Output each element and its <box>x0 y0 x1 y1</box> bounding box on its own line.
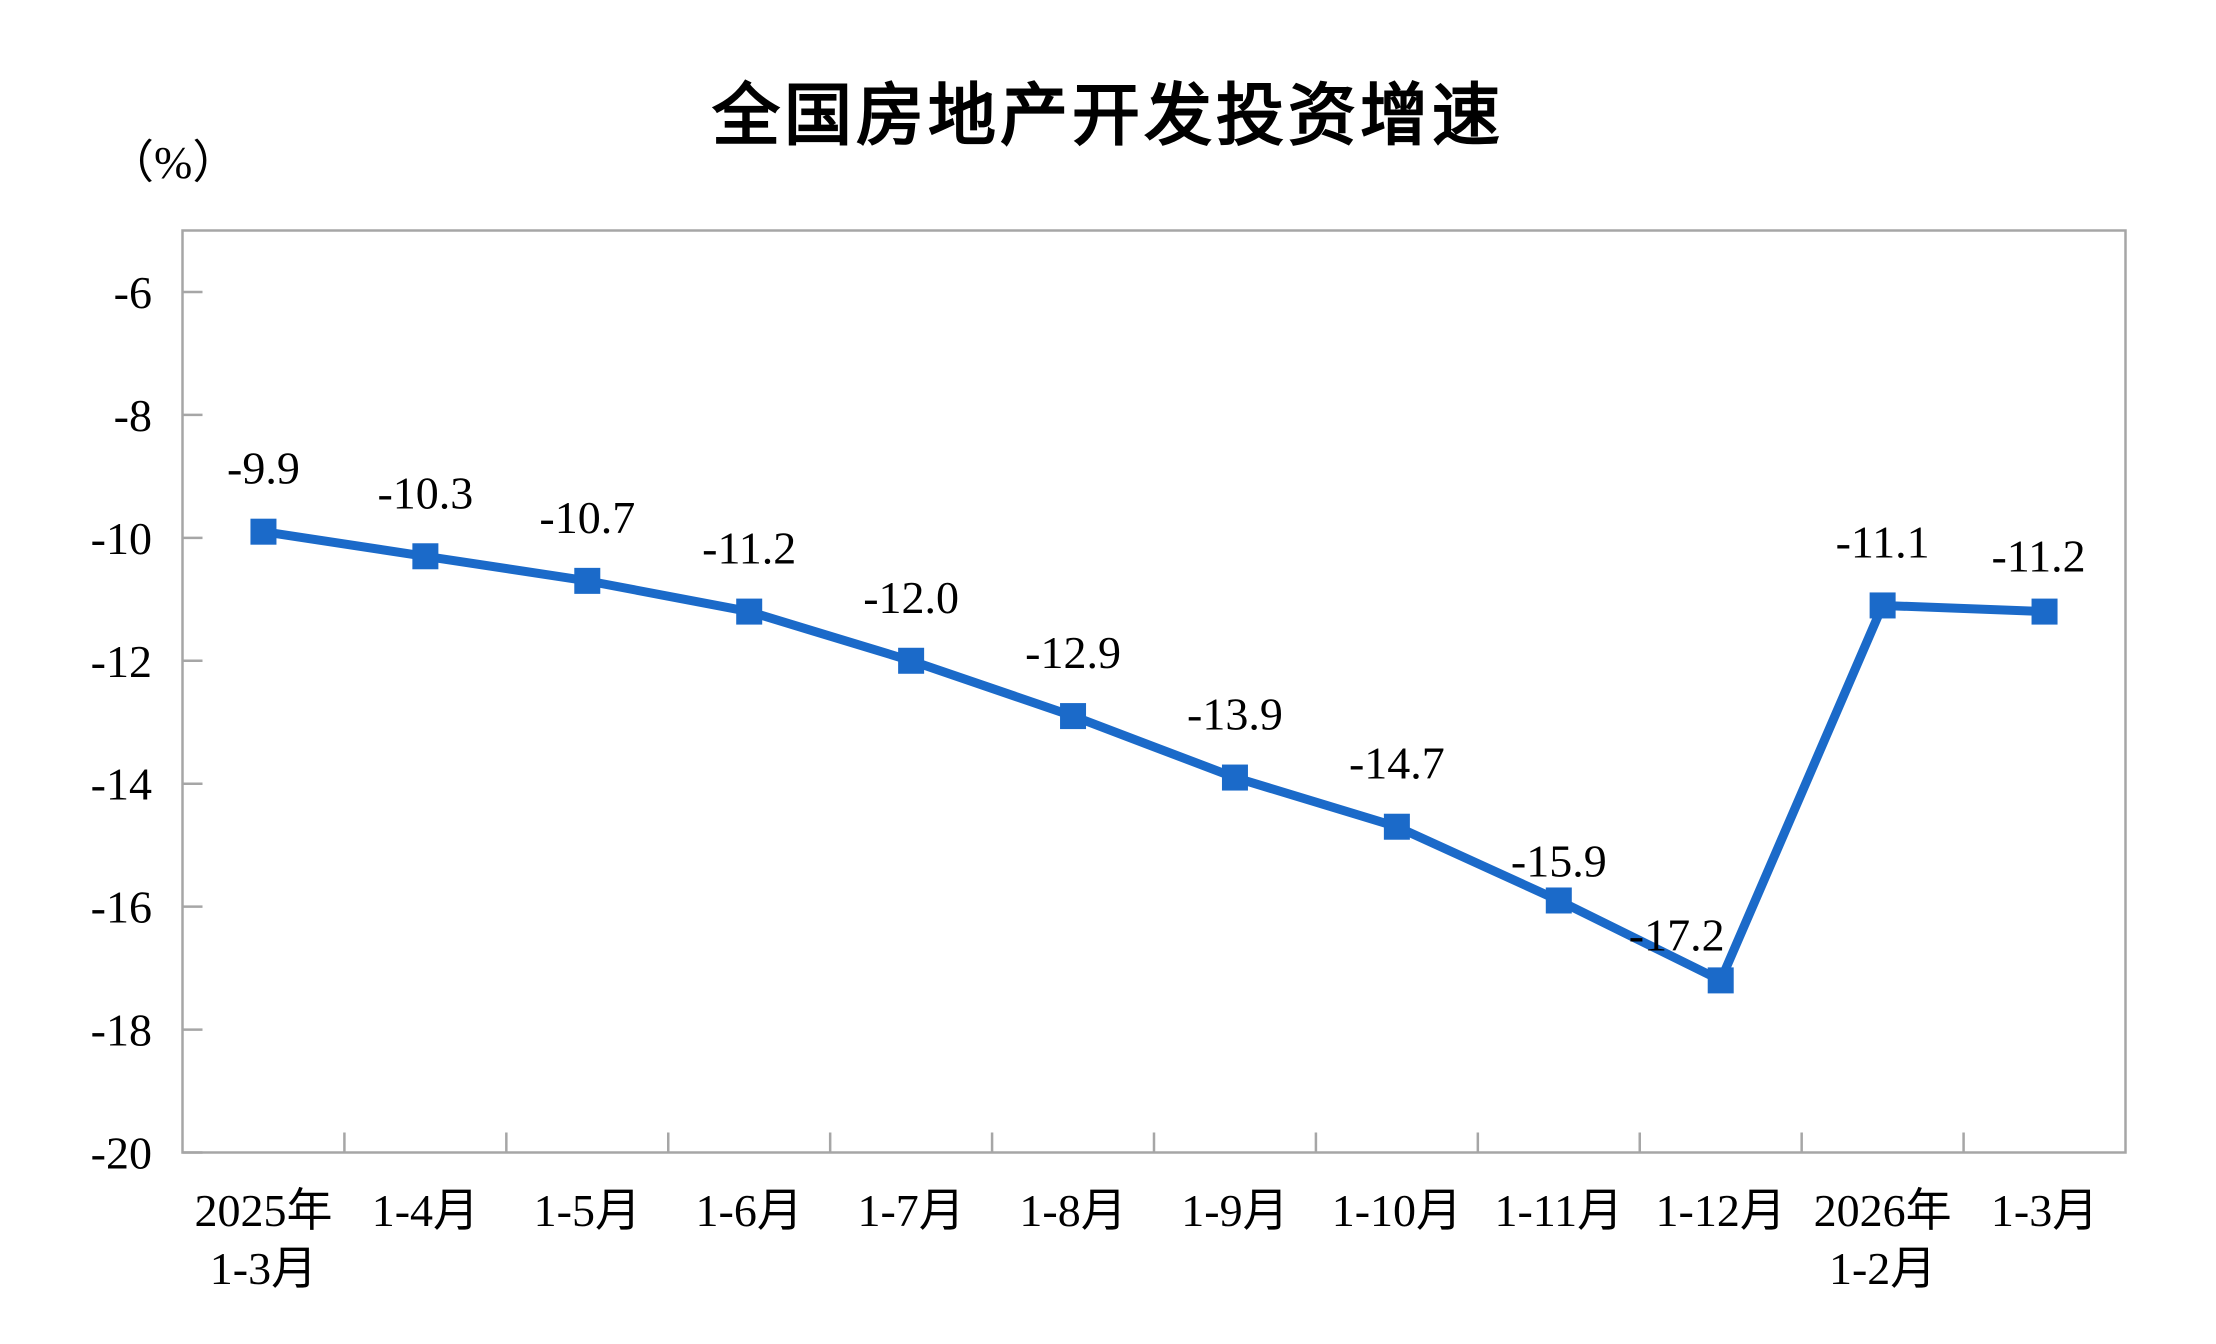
data-point-marker <box>412 543 439 570</box>
plot-border <box>181 229 2127 1154</box>
data-point-marker <box>1869 592 1896 619</box>
data-point-label: -9.9 <box>227 443 300 494</box>
y-tick-label: -12 <box>91 636 152 687</box>
data-point-label: -12.0 <box>863 572 959 623</box>
data-point-marker <box>898 647 925 674</box>
data-point-label: -17.2 <box>1629 909 1725 960</box>
data-point-label: -10.3 <box>377 467 473 518</box>
data-point-label: -10.7 <box>539 492 635 543</box>
data-point-label: -11.2 <box>702 523 796 574</box>
data-point-marker <box>1545 887 1572 914</box>
data-point-marker <box>2031 598 2058 625</box>
y-tick-label: -14 <box>91 759 152 810</box>
y-tick-label: -18 <box>91 1005 152 1056</box>
chart-title: 全国房地产开发投资增速 <box>711 78 1504 154</box>
data-point-label: -15.9 <box>1511 835 1607 886</box>
x-tick-label: 1-9月 <box>1181 1185 1288 1236</box>
x-tick-label: 1-7月 <box>857 1185 964 1236</box>
y-tick-label: -20 <box>91 1128 152 1179</box>
data-point-marker <box>574 567 601 594</box>
data-point-label: -11.1 <box>1836 516 1930 567</box>
data-point-marker <box>736 598 763 625</box>
series-line <box>258 527 2050 985</box>
x-tick-label: 1-5月 <box>534 1185 641 1236</box>
data-point-label: -14.7 <box>1349 738 1445 789</box>
x-tick-label: 1-10月 <box>1332 1185 1462 1236</box>
y-tick-label: -8 <box>114 390 152 441</box>
data-point-marker <box>1707 967 1734 994</box>
y-tick-label: -16 <box>91 882 152 933</box>
x-tick-label: 2025年 1-3月 <box>194 1185 332 1294</box>
data-point-label: -12.9 <box>1025 627 1121 678</box>
x-tick-label: 1-12月 <box>1656 1185 1786 1236</box>
y-tick-label: -6 <box>114 267 152 318</box>
x-tick-label: 1-11月 <box>1494 1185 1623 1236</box>
x-tick-label: 1-4月 <box>372 1185 479 1236</box>
data-point-marker <box>1060 703 1087 730</box>
data-point-marker <box>1383 813 1410 840</box>
data-point-marker <box>1221 764 1248 791</box>
x-tick-label: 1-3月 <box>1991 1185 2098 1236</box>
x-tick-label: 1-6月 <box>696 1185 803 1236</box>
y-axis-unit-label: （%） <box>108 137 239 188</box>
data-point-label: -13.9 <box>1187 689 1283 740</box>
x-tick-label: 1-8月 <box>1019 1185 1126 1236</box>
y-tick-label: -10 <box>91 513 152 564</box>
data-point-marker <box>250 518 277 545</box>
data-point-label: -11.2 <box>1991 531 2085 582</box>
x-tick-label: 2026年 1-2月 <box>1814 1185 1952 1294</box>
